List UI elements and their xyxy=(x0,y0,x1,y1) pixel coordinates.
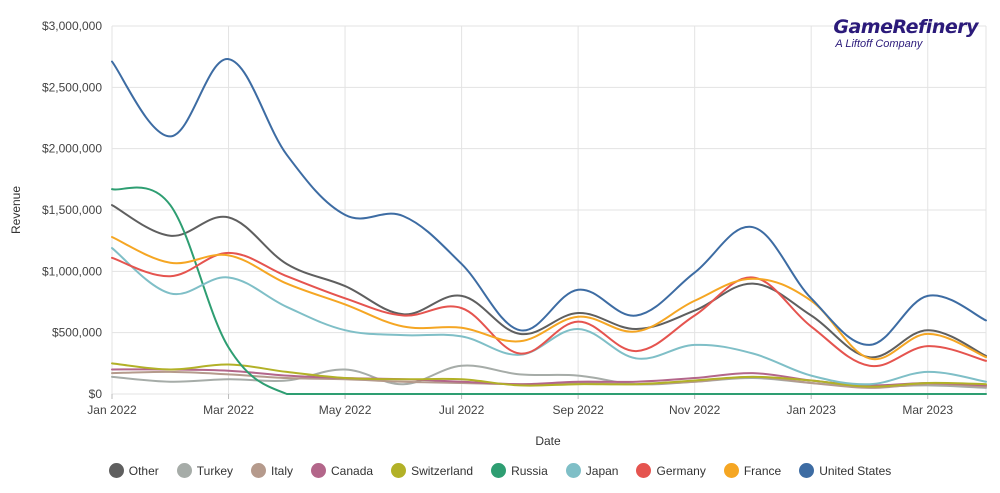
legend-swatch xyxy=(391,463,407,478)
legend-item-turkey[interactable]: Turkey xyxy=(176,463,233,478)
legend-item-italy[interactable]: Italy xyxy=(251,463,293,478)
legend-label: Switzerland xyxy=(411,463,474,478)
legend-label: Japan xyxy=(585,463,619,478)
legend-swatch xyxy=(176,463,192,478)
legend-swatch xyxy=(636,463,652,478)
legend-swatch xyxy=(491,463,507,478)
x-tick-label: Jan 2022 xyxy=(87,403,137,417)
x-tick-label: Jul 2022 xyxy=(439,403,485,417)
legend-item-russia[interactable]: Russia xyxy=(491,463,548,478)
legend-swatch xyxy=(799,463,815,478)
series-line-germany[interactable] xyxy=(111,251,987,368)
x-axis: Jan 2022 Mar 2022 May 2022 Jul 2022 Sep 2022… xyxy=(87,394,953,417)
legend-label: Canada xyxy=(331,463,374,478)
series-lines xyxy=(111,58,987,395)
x-tick-label: Nov 2022 xyxy=(669,403,721,417)
y-axis-title: Revenue xyxy=(9,186,23,234)
legend-item-switzerland[interactable]: Switzerland xyxy=(391,463,473,478)
y-tick-label: $1,500,000 xyxy=(42,203,102,217)
legend-swatch xyxy=(723,463,739,478)
revenue-line-chart: $0 $500,000 $1,000,000 $1,500,000 $2,000,000… xyxy=(9,19,987,448)
legend-item-canada[interactable]: Canada xyxy=(311,463,373,478)
x-tick-label: Jan 2023 xyxy=(787,403,837,417)
y-tick-label: $0 xyxy=(89,387,103,401)
legend-swatch xyxy=(251,463,266,478)
series-line-russia[interactable] xyxy=(111,186,987,395)
legend-item-france[interactable]: France xyxy=(723,463,782,478)
y-tick-label: $2,000,000 xyxy=(42,142,102,156)
legend-label: United States xyxy=(819,463,892,478)
legend-swatch xyxy=(108,463,124,478)
legend-label: Turkey xyxy=(196,463,233,478)
legend-label: Russia xyxy=(511,463,548,478)
y-tick-label: $3,000,000 xyxy=(42,19,102,33)
gridlines xyxy=(111,25,987,395)
legend-label: Italy xyxy=(271,463,294,478)
x-tick-label: Sep 2022 xyxy=(552,403,604,417)
legend-item-other[interactable]: Other xyxy=(108,463,159,478)
legend-item-united-states[interactable]: United States xyxy=(799,463,891,478)
y-axis: $0 $500,000 $1,000,000 $1,500,000 $2,000,000… xyxy=(42,19,102,401)
series-line-france[interactable] xyxy=(111,235,987,361)
series-line-switzerland[interactable] xyxy=(111,362,987,388)
x-tick-label: Mar 2023 xyxy=(902,403,953,417)
legend-item-japan[interactable]: Japan xyxy=(565,463,619,478)
y-tick-label: $2,500,000 xyxy=(42,80,102,94)
legend-label: France xyxy=(743,463,782,478)
x-tick-label: Mar 2022 xyxy=(203,403,254,417)
series-line-japan[interactable] xyxy=(111,247,987,386)
y-tick-label: $1,000,000 xyxy=(42,264,102,278)
legend-swatch xyxy=(565,463,581,478)
brand-tagline: A Liftoff Company xyxy=(835,38,923,50)
legend-item-germany[interactable]: Germany xyxy=(636,463,706,478)
series-line-united-states[interactable] xyxy=(111,58,987,346)
legend-label: Germany xyxy=(656,463,706,478)
legend-swatch xyxy=(311,463,327,478)
chart-legend: Other Turkey Italy Canada Switzerland Russia J… xyxy=(0,463,1000,478)
brand-logo: GameRefinery A Liftoff Company xyxy=(833,16,978,50)
legend-label: Other xyxy=(128,463,159,478)
series-line-other[interactable] xyxy=(111,204,987,359)
brand-name: GameRefinery xyxy=(833,16,978,38)
x-tick-label: May 2022 xyxy=(319,403,372,417)
x-axis-title: Date xyxy=(535,434,561,448)
y-tick-label: $500,000 xyxy=(52,326,102,340)
